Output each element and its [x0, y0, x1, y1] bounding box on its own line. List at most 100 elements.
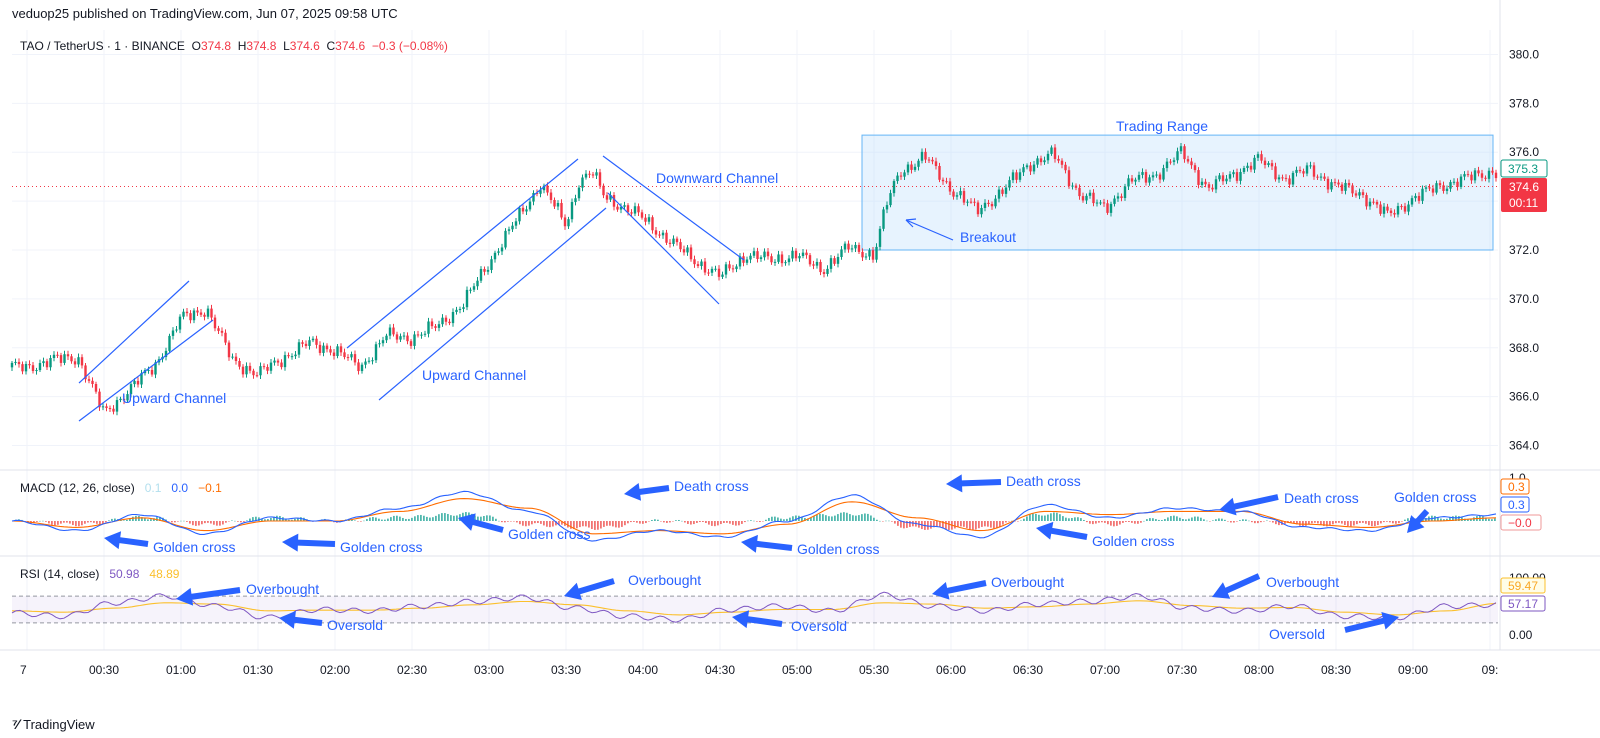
macd-hist-bar: [693, 521, 695, 525]
candle-body: [1158, 174, 1162, 180]
death-cross-arrow-1: [624, 482, 670, 501]
candle-body: [129, 384, 133, 395]
symbol-label[interactable]: TAO / TetherUS · 1 · BINANCE: [20, 39, 185, 53]
macd-hist-bar: [1236, 521, 1238, 522]
macd-hist-bar: [744, 521, 746, 523]
close-value: 374.6: [335, 39, 366, 53]
golden-cross-arrow-4: [741, 534, 793, 553]
annotation-death-cross-3: Death cross: [1284, 490, 1359, 506]
macd-hist-bar: [780, 518, 782, 521]
macd-hist-bar: [123, 520, 125, 521]
candle-body: [245, 365, 248, 375]
macd-hist-bar: [357, 521, 359, 522]
candle-body: [1365, 195, 1368, 207]
candle-body: [1085, 195, 1088, 201]
price-tag-box: [1500, 159, 1548, 178]
golden-cross-arrow-6: [1407, 508, 1430, 533]
candle-body: [962, 191, 966, 203]
macd-label[interactable]: MACD (12, 26, close): [20, 481, 135, 495]
price-axis-tick: 378.0: [1509, 96, 1539, 110]
candle-body: [588, 173, 591, 175]
macd-hist-bar: [1083, 519, 1085, 521]
macd-hist-bar: [300, 517, 302, 521]
macd-hist-bar: [1155, 519, 1157, 521]
rsi-label[interactable]: RSI (14, close): [20, 567, 100, 581]
macd-hist-bar: [207, 521, 209, 523]
candle-body: [1326, 178, 1330, 190]
candle-body: [329, 349, 332, 353]
footer-brand[interactable]: ⁷⁄ TradingView: [12, 716, 95, 732]
candle-body: [304, 343, 308, 346]
macd-hist-bar: [1344, 521, 1346, 525]
macd-hist-bar: [1113, 521, 1115, 527]
candle-body: [189, 313, 192, 321]
macd-hist-bar: [525, 521, 527, 527]
macd-hist-bar: [675, 520, 677, 521]
macd-hist-bar: [1389, 521, 1391, 523]
macd-hist-bar: [1218, 518, 1220, 521]
candle-body: [556, 202, 560, 207]
candle-body: [1183, 146, 1186, 160]
candle-body: [843, 243, 847, 250]
candle-body: [1358, 192, 1361, 196]
candle-body: [1036, 158, 1039, 165]
candle-body: [339, 346, 343, 353]
macd-hist-bar: [903, 521, 905, 529]
candle-body: [672, 238, 675, 244]
annotation-oversold-2: Oversold: [791, 618, 847, 634]
candle-body: [441, 317, 444, 325]
macd-hist-bar: [429, 517, 431, 521]
candle-body: [668, 242, 672, 244]
candle-body: [224, 332, 227, 343]
candle-body: [231, 356, 234, 358]
macd-hist-bar: [900, 521, 902, 528]
macd-hist-bar: [1173, 515, 1175, 521]
candle-body: [77, 357, 80, 365]
candle-body: [626, 205, 630, 213]
candle-body: [1232, 172, 1235, 175]
candle-body: [574, 198, 577, 203]
candle-body: [287, 355, 290, 357]
candle-body: [549, 192, 553, 200]
macd-hist-bar: [1422, 519, 1424, 521]
macd-tag-text: 0.3: [1508, 498, 1525, 512]
macd-hist-bar: [510, 521, 512, 522]
candle-body: [1400, 206, 1403, 208]
rsi-axis-tick: 0.00: [1509, 628, 1533, 642]
candle-body: [1417, 195, 1421, 201]
macd-hist-bar: [945, 521, 947, 530]
macd-hist-bar: [1152, 518, 1154, 521]
macd-hist-bar: [990, 521, 992, 528]
macd-hist-bar: [1179, 517, 1181, 521]
macd-hist-bar: [1008, 521, 1010, 522]
tradingview-logo-icon: ⁷⁄: [12, 716, 19, 732]
candle-body: [927, 159, 931, 161]
macd-hist-bar: [1320, 521, 1322, 525]
candle-body: [472, 286, 476, 290]
annotation-golden-cross-5: Golden cross: [1092, 533, 1174, 549]
macd-hist-bar: [414, 516, 416, 521]
candle-body: [1176, 151, 1179, 161]
macd-hist-bar: [1467, 519, 1469, 521]
macd-tag-text: −0.0: [1508, 516, 1532, 530]
macd-hist-bar: [1239, 520, 1241, 521]
macd-hist-bar: [1035, 513, 1037, 521]
macd-hist-bar: [102, 521, 104, 524]
candle-body: [1452, 181, 1456, 183]
candle-body: [297, 342, 301, 355]
candle-body: [1421, 188, 1424, 201]
annotation-overbought-3: Overbought: [991, 574, 1064, 590]
drawing-tools: [78, 155, 954, 422]
macd-hist-bar: [747, 520, 749, 522]
macd-hist-bar: [549, 521, 551, 528]
candle-body: [822, 272, 826, 274]
candle-body: [308, 340, 311, 346]
candle-body: [910, 164, 913, 170]
macd-hist-bar: [1020, 520, 1022, 522]
macd-hist-bar: [1077, 517, 1079, 521]
macd-hist-bar: [1197, 516, 1199, 521]
macd-hist-bar: [576, 521, 578, 529]
candle-body: [1165, 161, 1169, 169]
candle-body: [542, 185, 546, 191]
